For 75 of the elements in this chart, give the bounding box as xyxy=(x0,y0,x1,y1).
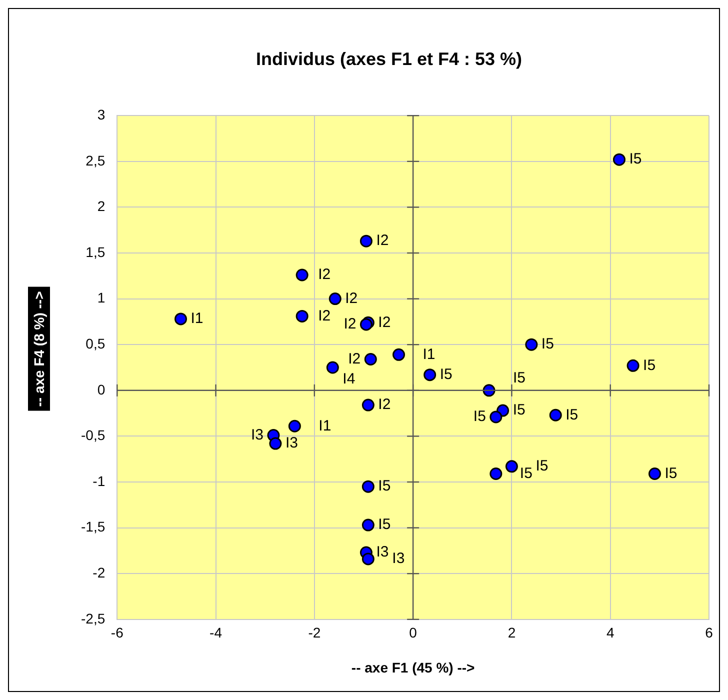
text: I5 xyxy=(473,408,486,426)
y-tick-label: 2 xyxy=(97,198,106,214)
point xyxy=(362,480,374,493)
text: I5 xyxy=(378,478,391,495)
point xyxy=(296,310,308,322)
point xyxy=(482,384,496,397)
series-label: I1 xyxy=(190,310,204,328)
text: I2 xyxy=(376,232,389,250)
series-label: I4 xyxy=(342,370,356,388)
text: I1 xyxy=(422,346,436,363)
point xyxy=(296,268,308,282)
y-tick-label: 3 xyxy=(97,106,106,122)
point xyxy=(549,408,562,422)
text: I5 xyxy=(643,356,656,374)
text: I3 xyxy=(250,426,264,444)
point xyxy=(362,398,374,412)
text: I2 xyxy=(318,266,331,284)
text: I2 xyxy=(348,350,361,368)
point xyxy=(269,437,282,450)
point xyxy=(490,468,502,480)
series-label: I5 xyxy=(520,464,532,482)
chart-title: Individus (axes F1 et F4 : 53 %) xyxy=(256,48,522,69)
text: I5 xyxy=(512,402,526,419)
point xyxy=(648,468,661,480)
y-axis-title: -- axe F4 (8 %) --> xyxy=(28,287,50,411)
x-tick-label: 4 xyxy=(606,624,614,641)
y-tick-label: 0,5 xyxy=(86,335,106,352)
x-axis-title: -- axe F1 (45 %) --> xyxy=(351,659,475,676)
x-tick-label: -2 xyxy=(308,624,321,641)
text: I3 xyxy=(285,434,298,452)
point xyxy=(392,348,406,361)
text: I5 xyxy=(541,336,554,353)
text: I3 xyxy=(392,550,405,568)
y-tick-label: 1 xyxy=(97,290,106,306)
point xyxy=(326,361,339,374)
point xyxy=(505,460,518,473)
text: I5 xyxy=(664,464,678,482)
text: I5 xyxy=(629,150,642,168)
text: I5 xyxy=(566,406,578,424)
series-label: I3 xyxy=(376,544,389,561)
point xyxy=(362,552,374,566)
series-label: I2 xyxy=(318,307,331,324)
y-tick-label: -2 xyxy=(92,564,106,580)
x-tick-label: 0 xyxy=(409,624,418,641)
point xyxy=(424,368,436,382)
x-tick-label: -4 xyxy=(210,624,222,641)
text: I5 xyxy=(378,516,391,534)
y-tick-label: -2,5 xyxy=(81,610,106,626)
text: I5 xyxy=(536,458,548,475)
point xyxy=(174,312,187,326)
y-tick-label: -1,5 xyxy=(81,518,106,535)
text: I5 xyxy=(440,366,452,383)
point xyxy=(490,410,502,424)
text: I1 xyxy=(318,417,332,434)
x-tick-label: 6 xyxy=(705,624,714,641)
y-tick-label: -1 xyxy=(92,472,106,489)
x-tick-label: 2 xyxy=(508,624,516,641)
text: I2 xyxy=(345,290,358,307)
x-tick-label: -6 xyxy=(110,624,124,641)
point xyxy=(360,234,372,248)
point xyxy=(364,353,377,366)
text: I2 xyxy=(378,396,391,414)
text: I2 xyxy=(378,314,391,331)
text: I2 xyxy=(344,316,356,333)
y-tick-label: 1,5 xyxy=(86,244,106,260)
point xyxy=(525,338,538,351)
point xyxy=(288,420,301,432)
text: I5 xyxy=(513,370,526,387)
point xyxy=(626,359,640,372)
point xyxy=(362,518,374,532)
y-tick-label: 0 xyxy=(97,381,106,398)
y-tick-label: -0,5 xyxy=(81,427,106,444)
y-tick-label: 2,5 xyxy=(86,152,106,168)
point xyxy=(328,292,342,306)
point xyxy=(612,153,626,166)
